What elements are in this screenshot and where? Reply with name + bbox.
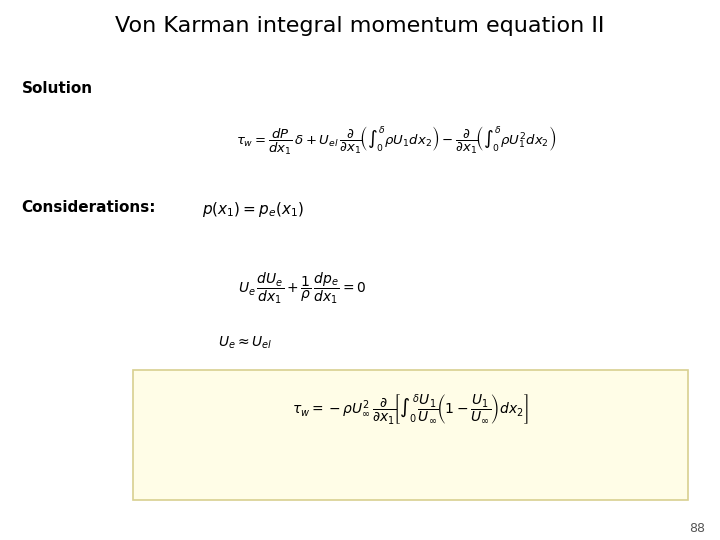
Text: $U_e \approx U_{el}$: $U_e \approx U_{el}$ bbox=[217, 335, 272, 351]
Text: $U_e\,\dfrac{dU_e}{dx_1} + \dfrac{1}{\rho}\,\dfrac{dp_e}{dx_1} = 0$: $U_e\,\dfrac{dU_e}{dx_1} + \dfrac{1}{\rh… bbox=[238, 270, 366, 306]
Text: $\tau_w = \dfrac{dP}{dx_1}\,\delta + U_{el}\,\dfrac{\partial}{\partial x_1}\!\le: $\tau_w = \dfrac{dP}{dx_1}\,\delta + U_{… bbox=[236, 124, 556, 157]
Text: 88: 88 bbox=[690, 522, 706, 535]
Text: Considerations:: Considerations: bbox=[22, 200, 156, 215]
Text: Solution: Solution bbox=[22, 81, 93, 96]
Text: $\tau_w = -\rho U_\infty^2\,\dfrac{\partial}{\partial x_1}\!\left[\int_0^{\delta: $\tau_w = -\rho U_\infty^2\,\dfrac{\part… bbox=[292, 392, 528, 426]
Text: $p(x_1) = p_e(x_1)$: $p(x_1) = p_e(x_1)$ bbox=[202, 200, 304, 219]
FancyBboxPatch shape bbox=[133, 370, 688, 500]
Text: Von Karman integral momentum equation II: Von Karman integral momentum equation II bbox=[115, 16, 605, 36]
